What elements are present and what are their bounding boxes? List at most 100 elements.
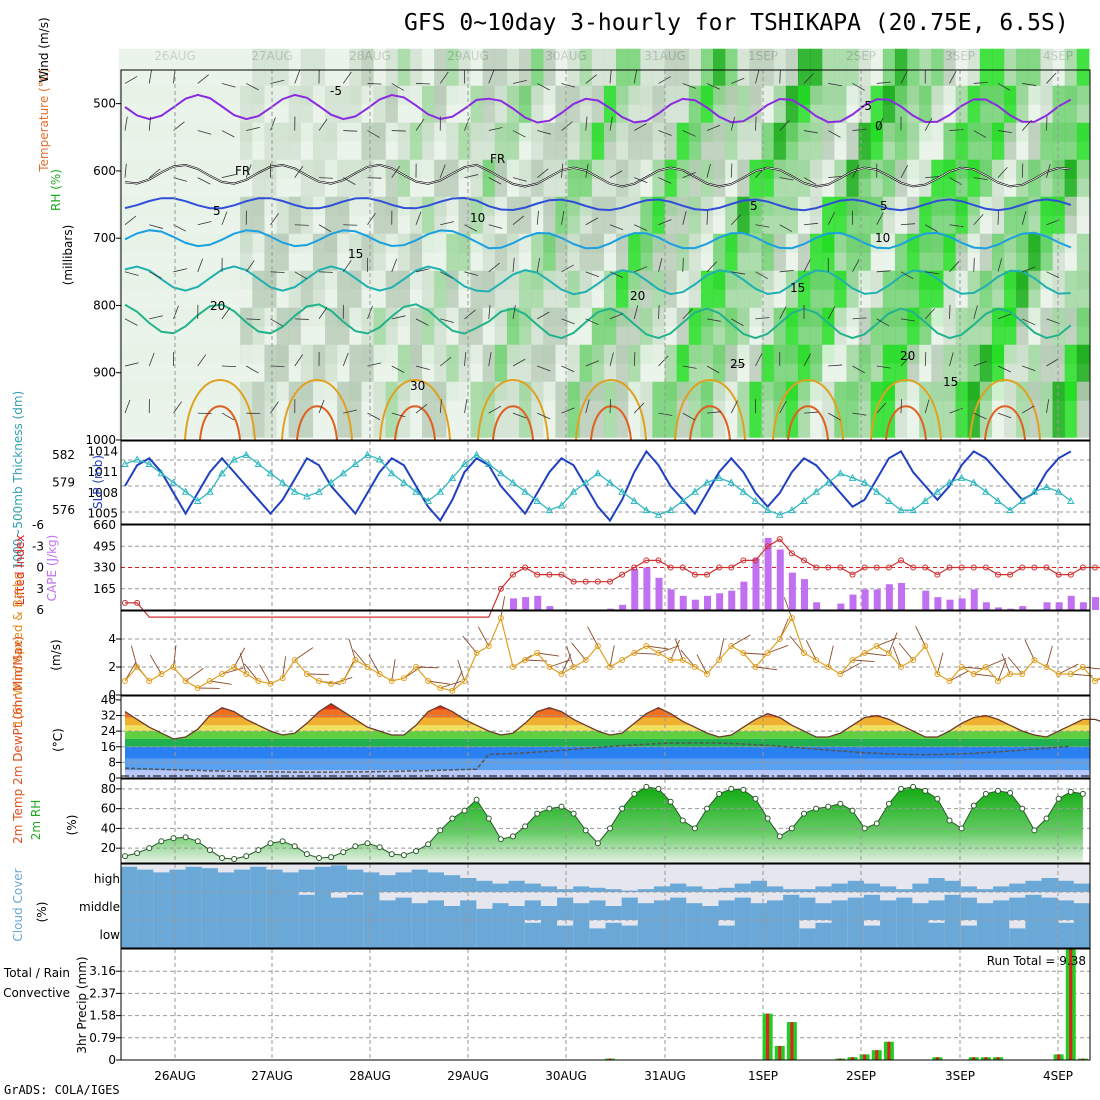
- temp-axis-label: 2m Temp 2m DewPt (6hr Min/Max): [11, 636, 25, 844]
- cloud-cell: [815, 903, 833, 920]
- rh-point: [607, 825, 613, 832]
- wind-speed-point: [558, 671, 565, 677]
- surface-wind-barb: [892, 646, 902, 668]
- wind-speed-point: [704, 671, 710, 677]
- surface-wind-barb: [566, 646, 575, 668]
- wind-barb: [900, 355, 911, 367]
- temp-contour-hot: [787, 405, 829, 441]
- cape-bar: [1079, 602, 1087, 610]
- cape-bar: [1092, 597, 1099, 610]
- cloud-cell: [670, 883, 687, 892]
- rh-point: [922, 787, 929, 794]
- rh-units-label: (%): [65, 815, 79, 836]
- lifted-index-point: [667, 564, 674, 571]
- rh-shade-cell: [834, 381, 847, 438]
- rh-point: [898, 785, 904, 792]
- rh-shade-cell: [191, 381, 205, 438]
- wind-barb: [973, 257, 975, 272]
- cape-tick-label: 660: [93, 518, 116, 532]
- wind-speed-point: [837, 671, 844, 677]
- thickness-point: [424, 496, 432, 504]
- wind-barb: [197, 221, 212, 226]
- cloud-cell-bg: [880, 864, 897, 892]
- rh-shade-cell: [543, 381, 556, 438]
- cloud-cell: [250, 892, 267, 920]
- rh-point: [801, 810, 807, 817]
- rh-point: [449, 815, 456, 822]
- cloud-cell: [347, 894, 364, 920]
- cloud-cell: [411, 920, 429, 948]
- wind-barb: [1046, 116, 1048, 131]
- cloud-cell: [621, 897, 639, 920]
- cloud-units-label: (%): [35, 902, 49, 923]
- cloud-cell: [621, 890, 639, 892]
- wind-barb: [318, 399, 325, 414]
- rh-point: [1007, 789, 1014, 796]
- wind-barb: [876, 318, 890, 327]
- wind-barb: [731, 77, 745, 84]
- wind-barb: [634, 123, 647, 131]
- wind-barb: [585, 318, 599, 326]
- thickness-point: [497, 469, 505, 477]
- rh-tick-label: 40: [101, 821, 116, 835]
- wind-barb: [464, 352, 467, 367]
- precip-frame: [120, 948, 1091, 1061]
- surface-wind-barb: [428, 680, 450, 685]
- wind-barb: [197, 130, 212, 135]
- run-total-label: Run Total = 9.38: [987, 954, 1086, 968]
- rh-shade-cell: [676, 381, 690, 438]
- precip-bar-convective: [935, 1057, 939, 1060]
- wind-barb: [561, 163, 564, 178]
- wind-barb: [949, 224, 964, 228]
- rh-point: [473, 796, 480, 803]
- contour-label: 15: [790, 281, 805, 295]
- cloud-cell: [557, 897, 574, 920]
- wind-barb: [488, 177, 502, 185]
- cape-tick-label: 330: [93, 561, 116, 575]
- rh-shade-cell: [943, 381, 957, 438]
- wind-speed-point: [982, 664, 989, 670]
- temp-contour-hot: [492, 405, 534, 441]
- wind-barb: [633, 69, 638, 84]
- rh-point: [752, 795, 759, 802]
- cloud-cell: [573, 920, 590, 948]
- wind-barb: [149, 168, 161, 178]
- temp-contour-warm: [772, 379, 844, 441]
- temp-contour: [124, 229, 1072, 250]
- rh-point: [243, 853, 250, 860]
- rh-shade-cell: [361, 381, 375, 438]
- wind-speed-point: [497, 615, 504, 621]
- cape-bar: [510, 598, 517, 610]
- precip-bar-convective: [1057, 1054, 1061, 1060]
- wind-speed-point: [655, 650, 662, 656]
- wind-barb: [706, 411, 721, 414]
- wind-barb: [658, 258, 663, 272]
- wind-speed-point: [122, 678, 128, 684]
- wind-barb: [343, 130, 358, 132]
- wind-barb: [367, 213, 376, 225]
- rh-shade-cell: [446, 381, 459, 438]
- lifted-index-point: [958, 564, 965, 571]
- li-tick-label: 0: [36, 561, 44, 575]
- rh-point: [510, 833, 516, 840]
- wind-barb: [924, 351, 927, 367]
- thickness-line: [124, 453, 1072, 516]
- cloud-cell: [347, 869, 364, 892]
- cloud-cell-bg: [589, 864, 606, 892]
- cape-frame: [120, 524, 1091, 611]
- wind-barb: [537, 365, 551, 372]
- wind-barb: [488, 262, 500, 273]
- wind-barb: [803, 259, 811, 272]
- thickness-point: [945, 478, 954, 486]
- rh-shade-cell: [967, 381, 981, 438]
- cloud-cell: [137, 869, 154, 892]
- rh-point: [885, 800, 892, 807]
- rh-point: [643, 783, 650, 790]
- cloud-cell: [670, 920, 687, 948]
- cloud-cell: [153, 872, 170, 892]
- wind-barb: [512, 257, 515, 272]
- rh-point: [1043, 815, 1050, 822]
- cloud-cell: [492, 920, 510, 948]
- wind-speed-point: [303, 671, 310, 677]
- surface-wind-barb: [477, 626, 490, 647]
